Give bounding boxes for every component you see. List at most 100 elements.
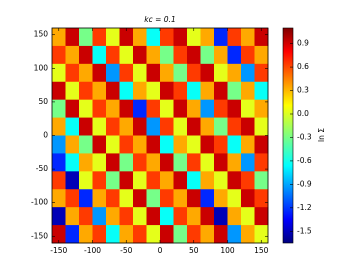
heatmap-cell [119,225,134,244]
heatmap-cell [65,117,80,136]
heatmap-cell [133,171,147,190]
heatmap-cell [227,189,242,208]
heatmap-cell [92,99,107,118]
heatmap-cell [214,117,228,136]
colorbar-tick-label: -0.3 [297,132,312,141]
heatmap-cell [106,153,120,172]
heatmap-cell [65,81,80,101]
heatmap-cell [92,189,107,208]
heatmap-cell [133,63,147,83]
heatmap-cell [254,117,269,136]
heatmap-cell [160,171,174,190]
heatmap-cell [160,189,174,208]
heatmap-cell [200,153,215,172]
heatmap-cell [214,135,228,154]
heatmap-cell [254,99,269,118]
heatmap-cell [241,171,255,190]
heatmap-cell [254,81,269,101]
heatmap-cell [133,117,147,136]
colorbar-tick-label: 0.9 [297,39,309,48]
heatmap-cell [160,81,174,101]
heatmap-cell [241,63,255,83]
heatmap-cell [79,117,93,136]
heatmap-cell [65,153,80,172]
heatmap-cell [241,81,255,101]
heatmap-cell [254,225,269,244]
heatmap-cell [173,207,188,226]
heatmap-cell [173,225,188,244]
heatmap-cell [133,153,147,172]
heatmap-cell [160,99,174,118]
heatmap-cell [241,153,255,172]
heatmap-cell [106,225,120,244]
heatmap-cell [241,189,255,208]
heatmap-cell [119,99,134,118]
heatmap-cell [214,99,228,118]
heatmap-cell [52,63,66,83]
heatmap-cell [119,63,134,83]
heatmap-cell [160,117,174,136]
heatmap-cell [106,45,120,65]
y-tick-label: 150 [34,30,49,39]
heatmap-cell [65,99,80,118]
heatmap-cell [241,117,255,136]
heatmap-cell [241,45,255,65]
heatmap-cell [200,225,215,244]
heatmap-cell [79,225,93,244]
heatmap-cell [106,99,120,118]
heatmap-cell [119,189,134,208]
heatmap-cell [79,207,93,226]
x-tick-label: -50 [120,246,132,255]
heatmap-cell [173,189,188,208]
heatmap-cell [92,45,107,65]
heatmap-cell [146,171,161,190]
heatmap-cell [65,28,80,47]
heatmap-cell [133,45,147,65]
heatmap-cell [133,99,147,118]
heatmap-cell [173,99,188,118]
heatmap-cell [254,153,269,172]
heatmap-cell [254,171,269,190]
heatmap-cell [241,99,255,118]
heatmap-cell [146,99,161,118]
heatmap-cell [65,135,80,154]
x-tick-label: 100 [220,246,235,255]
heatmap-cell [200,171,215,190]
heatmap-cell [227,28,242,47]
heatmap-cell [52,153,66,172]
heatmap-cell [79,45,93,65]
heatmap-cell [200,207,215,226]
y-tick-label: -100 [31,198,48,207]
heatmap-cell [106,135,120,154]
heatmap-cell [146,207,161,226]
heatmap-cell [214,171,228,190]
heatmap-cell [160,225,174,244]
heatmap-cell [79,153,93,172]
heatmap-cell [173,63,188,83]
heatmap-cell [214,45,228,65]
y-tick-label: 100 [34,63,49,72]
heatmap-cell [92,81,107,101]
heatmap-cell [133,135,147,154]
colorbar-tick-label: 0.6 [297,62,309,71]
heatmap-cell [200,135,215,154]
colorbar-tick-label: 0.0 [297,109,309,118]
heatmap-cell [119,28,134,47]
heatmap-cell [214,189,228,208]
heatmap-cell [119,117,134,136]
heatmap-cell [79,28,93,47]
heatmap-cell [241,28,255,47]
heatmap-cell [65,171,80,190]
heatmap-cell [214,153,228,172]
heatmap-cell [119,153,134,172]
heatmap-cell [227,207,242,226]
heatmap-cell [254,63,269,83]
heatmap-cell [106,81,120,101]
heatmap-cell [214,207,228,226]
heatmap-cell [146,28,161,47]
heatmap-cell [92,171,107,190]
colorbar-tick-label: -1.5 [297,226,312,235]
heatmap-cell [200,45,215,65]
heatmap-cell [200,117,215,136]
